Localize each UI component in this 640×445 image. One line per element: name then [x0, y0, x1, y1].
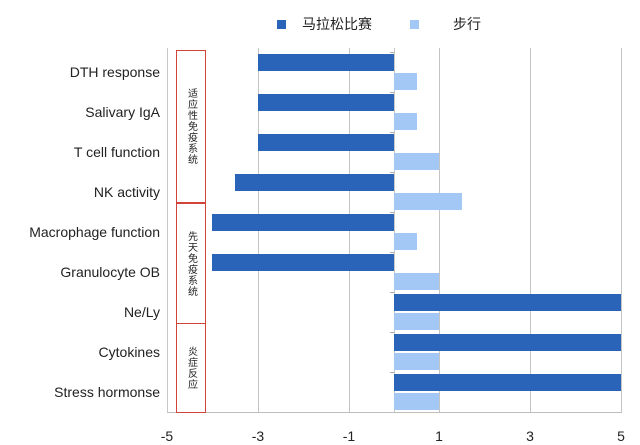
legend: 马拉松比赛 步行	[0, 14, 640, 34]
zero-line	[394, 48, 395, 413]
category-label: Ne/Ly	[123, 304, 160, 320]
group-annotation-label: 先天免疫系统	[185, 230, 197, 297]
group-annotation-label: 炎症反应	[185, 346, 197, 390]
category-tick	[390, 132, 394, 133]
bar-marathon	[212, 254, 394, 271]
gridline	[621, 48, 622, 413]
bar-marathon	[394, 294, 621, 311]
x-tick-label: 1	[435, 428, 443, 444]
category-tick	[390, 52, 394, 53]
legend-label-marathon: 马拉松比赛	[302, 16, 372, 32]
bar-marathon	[258, 134, 394, 151]
bar-marathon	[258, 54, 394, 71]
legend-item-marathon: 马拉松比赛	[277, 14, 372, 34]
category-tick	[390, 212, 394, 213]
bar-walking	[394, 153, 439, 170]
category-tick	[390, 252, 394, 253]
category-tick	[390, 372, 394, 373]
x-tick-label: -5	[160, 428, 174, 444]
bar-marathon	[394, 374, 621, 391]
category-label: Cytokines	[98, 344, 160, 360]
category-label: NK activity	[93, 184, 160, 200]
category-label: Stress hormonse	[54, 384, 160, 400]
bar-walking	[394, 233, 417, 250]
bar-walking	[394, 273, 439, 290]
category-label: Macrophage function	[29, 224, 160, 240]
legend-label-walking: 步行	[453, 16, 481, 32]
bar-walking	[394, 113, 417, 130]
group-annotation-label: 适应性免疫系统	[185, 88, 197, 165]
group-annotation-box: 适应性免疫系统	[176, 50, 206, 203]
legend-swatch-marathon	[277, 19, 286, 29]
bar-walking	[394, 73, 417, 90]
group-annotation-box: 先天免疫系统	[176, 203, 206, 324]
legend-item-walking: 步行	[410, 14, 481, 34]
x-tick-label: 3	[526, 428, 534, 444]
category-label: T cell function	[73, 144, 160, 160]
bar-walking	[394, 393, 439, 410]
x-axis-line	[167, 412, 622, 413]
category-tick	[390, 92, 394, 93]
bar-walking	[394, 313, 439, 330]
y-axis-line	[167, 48, 168, 413]
category-tick	[390, 332, 394, 333]
legend-swatch-walking	[410, 19, 419, 29]
category-label: Granulocyte OB	[60, 264, 160, 280]
category-label: DTH response	[69, 64, 160, 80]
gridline	[530, 48, 531, 413]
bar-walking	[394, 193, 462, 210]
x-tick-label: -1	[342, 428, 356, 444]
bar-walking	[394, 353, 439, 370]
bar-marathon	[258, 94, 394, 111]
bar-marathon	[212, 214, 394, 231]
group-annotation-box: 炎症反应	[176, 323, 206, 413]
x-tick-label: -3	[251, 428, 265, 444]
bar-marathon	[394, 334, 621, 351]
gridline	[439, 48, 440, 413]
bar-marathon	[235, 174, 394, 191]
category-label: Salivary IgA	[85, 104, 160, 120]
category-tick	[390, 172, 394, 173]
category-tick	[390, 292, 394, 293]
x-tick-label: 5	[617, 428, 625, 444]
